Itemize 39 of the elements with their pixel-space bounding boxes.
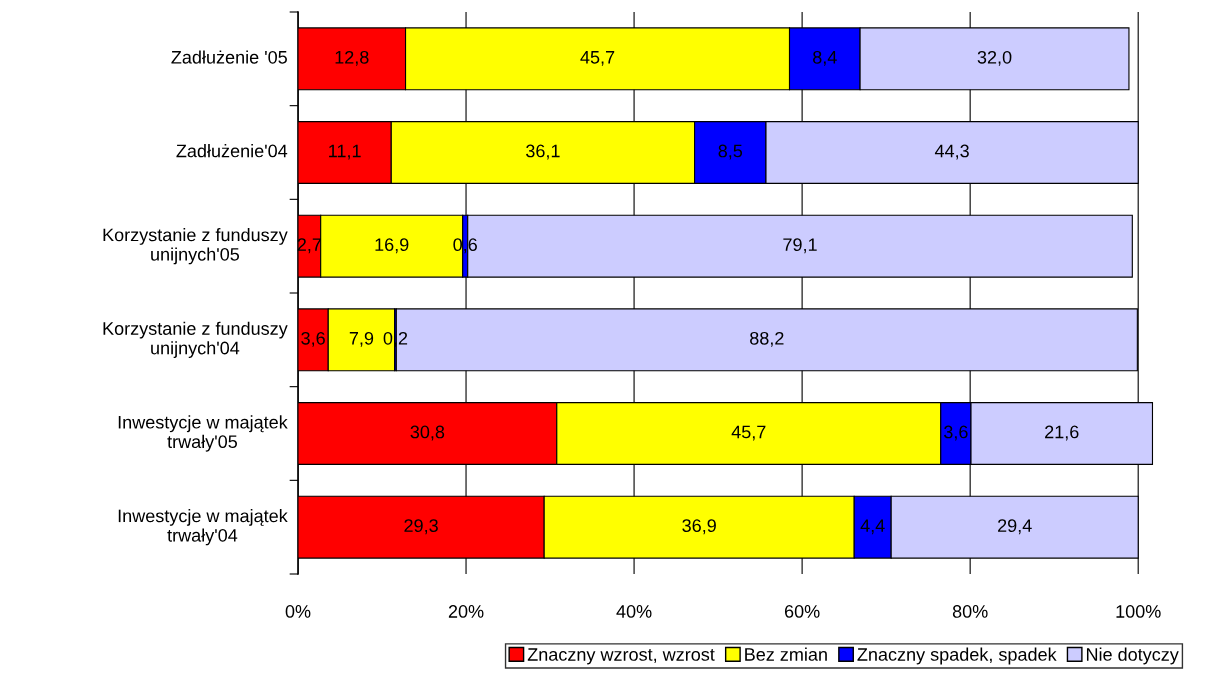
data-label: 8,5 — [718, 144, 743, 160]
data-label: 4,4 — [860, 519, 885, 535]
x-tick-label: 20% — [448, 605, 484, 618]
data-label: 12,8 — [335, 50, 369, 66]
y-tick-label: Korzystanie z funduszy unijnych'05 — [103, 228, 288, 265]
x-tick-label: 100% — [1116, 605, 1161, 618]
x-tick-label: 0% — [285, 605, 311, 618]
legend-label: Znaczny spadek, spadek — [857, 647, 1057, 665]
data-label: 16,9 — [375, 238, 409, 254]
data-label: 0,2 — [383, 331, 408, 347]
data-label: 32,0 — [977, 50, 1012, 66]
data-label: 11,1 — [329, 144, 361, 160]
legend-label: Znaczny wzrost, wzrost — [527, 648, 715, 665]
y-tick-label: Zadłużenie '05 — [171, 50, 287, 64]
data-label: 45,7 — [731, 425, 766, 441]
data-label: 8,4 — [813, 50, 837, 66]
y-tick-label: Zadłużenie'04 — [176, 144, 288, 158]
legend-label: Nie dotyczy — [1086, 647, 1179, 665]
data-label: 36,1 — [526, 144, 560, 160]
data-label: 45,7 — [580, 51, 615, 66]
data-label: 29,3 — [404, 519, 438, 535]
data-label: 79,1 — [783, 238, 817, 254]
data-label: 29,4 — [998, 519, 1032, 535]
x-tick-label: 40% — [616, 605, 652, 618]
data-label: 3,6 — [301, 331, 325, 347]
data-label: 21,6 — [1045, 425, 1079, 441]
data-label: 30,8 — [410, 425, 445, 441]
data-label: 3,6 — [944, 425, 968, 441]
data-label: 88,2 — [750, 331, 784, 347]
data-label: 44,3 — [934, 144, 969, 160]
x-tick-label: 80% — [952, 605, 988, 618]
y-tick-label: Inwestycje w majątek trwały'05 — [118, 415, 288, 452]
y-tick-label: Inwestycje w majątek trwały'04 — [118, 509, 288, 546]
x-tick-label: 60% — [784, 605, 820, 618]
legend-label: Bez zmian — [745, 647, 827, 661]
data-label: 36,9 — [682, 519, 716, 535]
data-label: 0,6 — [453, 238, 477, 254]
data-label: 7,9 — [349, 331, 374, 347]
y-tick-label: Korzystanie z funduszy unijnych'04 — [103, 321, 288, 358]
